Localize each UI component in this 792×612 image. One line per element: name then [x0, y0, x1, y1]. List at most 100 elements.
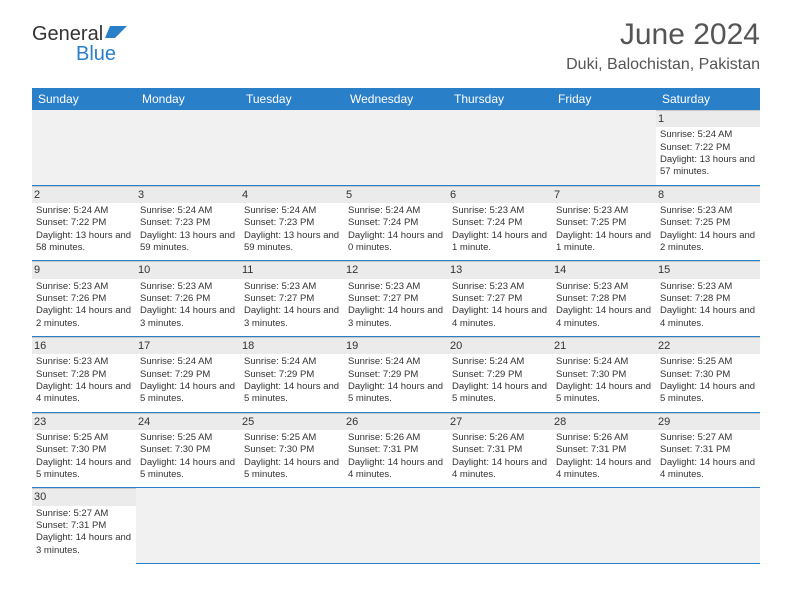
sunset-text: Sunset: 7:25 PM	[660, 217, 756, 229]
daylight-text: Daylight: 13 hours and 57 minutes.	[660, 154, 756, 179]
empty-cell	[136, 488, 240, 563]
day-number: 21	[552, 337, 656, 354]
day-cell: 25Sunrise: 5:25 AMSunset: 7:30 PMDayligh…	[240, 412, 344, 488]
day-cell: 5Sunrise: 5:24 AMSunset: 7:24 PMDaylight…	[344, 185, 448, 261]
daylight-text: Daylight: 14 hours and 5 minutes.	[556, 381, 652, 406]
sunrise-text: Sunrise: 5:23 AM	[36, 281, 132, 293]
empty-cell	[240, 110, 344, 185]
sunrise-text: Sunrise: 5:24 AM	[452, 356, 548, 368]
sunset-text: Sunset: 7:31 PM	[36, 520, 132, 532]
sunrise-text: Sunrise: 5:24 AM	[348, 205, 444, 217]
day-cell: 16Sunrise: 5:23 AMSunset: 7:28 PMDayligh…	[32, 337, 136, 413]
sunset-text: Sunset: 7:30 PM	[556, 369, 652, 381]
sunset-text: Sunset: 7:29 PM	[140, 369, 236, 381]
sunset-text: Sunset: 7:24 PM	[348, 217, 444, 229]
sunset-text: Sunset: 7:31 PM	[660, 444, 756, 456]
sunrise-text: Sunrise: 5:23 AM	[36, 356, 132, 368]
day-cell: 1Sunrise: 5:24 AMSunset: 7:22 PMDaylight…	[656, 110, 760, 185]
daylight-text: Daylight: 14 hours and 5 minutes.	[36, 457, 132, 482]
daylight-text: Daylight: 14 hours and 5 minutes.	[140, 381, 236, 406]
day-number: 3	[136, 186, 240, 203]
daylight-text: Daylight: 13 hours and 59 minutes.	[244, 230, 340, 255]
calendar-head: SundayMondayTuesdayWednesdayThursdayFrid…	[32, 88, 760, 110]
day-number: 9	[32, 261, 136, 278]
sunrise-text: Sunrise: 5:23 AM	[140, 281, 236, 293]
daylight-text: Daylight: 14 hours and 3 minutes.	[36, 532, 132, 557]
day-cell: 19Sunrise: 5:24 AMSunset: 7:29 PMDayligh…	[344, 337, 448, 413]
calendar-row: 16Sunrise: 5:23 AMSunset: 7:28 PMDayligh…	[32, 337, 760, 413]
day-number: 23	[32, 413, 136, 430]
day-number: 20	[448, 337, 552, 354]
daylight-text: Daylight: 14 hours and 2 minutes.	[36, 305, 132, 330]
weekday-header: Monday	[136, 88, 240, 110]
weekday-header: Saturday	[656, 88, 760, 110]
daylight-text: Daylight: 14 hours and 5 minutes.	[140, 457, 236, 482]
daylight-text: Daylight: 14 hours and 4 minutes.	[452, 305, 548, 330]
daylight-text: Daylight: 13 hours and 58 minutes.	[36, 230, 132, 255]
calendar-table: SundayMondayTuesdayWednesdayThursdayFrid…	[32, 88, 760, 564]
day-cell: 17Sunrise: 5:24 AMSunset: 7:29 PMDayligh…	[136, 337, 240, 413]
daylight-text: Daylight: 14 hours and 4 minutes.	[348, 457, 444, 482]
sunrise-text: Sunrise: 5:23 AM	[556, 205, 652, 217]
day-cell: 20Sunrise: 5:24 AMSunset: 7:29 PMDayligh…	[448, 337, 552, 413]
sunrise-text: Sunrise: 5:24 AM	[244, 356, 340, 368]
title-block: June 2024 Duki, Balochistan, Pakistan	[566, 18, 760, 74]
day-number: 18	[240, 337, 344, 354]
day-number: 4	[240, 186, 344, 203]
day-cell: 13Sunrise: 5:23 AMSunset: 7:27 PMDayligh…	[448, 261, 552, 337]
sunrise-text: Sunrise: 5:23 AM	[244, 281, 340, 293]
day-cell: 30Sunrise: 5:27 AMSunset: 7:31 PMDayligh…	[32, 488, 136, 563]
empty-cell	[344, 110, 448, 185]
day-number: 1	[656, 110, 760, 127]
day-cell: 3Sunrise: 5:24 AMSunset: 7:23 PMDaylight…	[136, 185, 240, 261]
sunrise-text: Sunrise: 5:25 AM	[36, 432, 132, 444]
daylight-text: Daylight: 14 hours and 1 minute.	[452, 230, 548, 255]
weekday-row: SundayMondayTuesdayWednesdayThursdayFrid…	[32, 88, 760, 110]
day-cell: 2Sunrise: 5:24 AMSunset: 7:22 PMDaylight…	[32, 185, 136, 261]
daylight-text: Daylight: 14 hours and 4 minutes.	[452, 457, 548, 482]
day-cell: 4Sunrise: 5:24 AMSunset: 7:23 PMDaylight…	[240, 185, 344, 261]
day-cell: 10Sunrise: 5:23 AMSunset: 7:26 PMDayligh…	[136, 261, 240, 337]
sunrise-text: Sunrise: 5:24 AM	[244, 205, 340, 217]
day-number: 7	[552, 186, 656, 203]
empty-cell	[240, 488, 344, 563]
calendar-row: 2Sunrise: 5:24 AMSunset: 7:22 PMDaylight…	[32, 185, 760, 261]
sunset-text: Sunset: 7:30 PM	[36, 444, 132, 456]
weekday-header: Wednesday	[344, 88, 448, 110]
sunset-text: Sunset: 7:30 PM	[140, 444, 236, 456]
day-cell: 8Sunrise: 5:23 AMSunset: 7:25 PMDaylight…	[656, 185, 760, 261]
sunrise-text: Sunrise: 5:23 AM	[660, 281, 756, 293]
location-subtitle: Duki, Balochistan, Pakistan	[566, 56, 760, 74]
daylight-text: Daylight: 14 hours and 3 minutes.	[348, 305, 444, 330]
sunset-text: Sunset: 7:30 PM	[660, 369, 756, 381]
sunset-text: Sunset: 7:31 PM	[348, 444, 444, 456]
day-cell: 27Sunrise: 5:26 AMSunset: 7:31 PMDayligh…	[448, 412, 552, 488]
sunset-text: Sunset: 7:30 PM	[244, 444, 340, 456]
day-number: 22	[656, 337, 760, 354]
sunrise-text: Sunrise: 5:24 AM	[140, 205, 236, 217]
sunset-text: Sunset: 7:25 PM	[556, 217, 652, 229]
daylight-text: Daylight: 14 hours and 4 minutes.	[36, 381, 132, 406]
day-number: 29	[656, 413, 760, 430]
sunset-text: Sunset: 7:26 PM	[36, 293, 132, 305]
logo-word-2: Blue	[32, 43, 116, 65]
daylight-text: Daylight: 14 hours and 4 minutes.	[556, 305, 652, 330]
sunrise-text: Sunrise: 5:23 AM	[452, 205, 548, 217]
day-cell: 22Sunrise: 5:25 AMSunset: 7:30 PMDayligh…	[656, 337, 760, 413]
daylight-text: Daylight: 14 hours and 5 minutes.	[452, 381, 548, 406]
sunset-text: Sunset: 7:27 PM	[244, 293, 340, 305]
sunrise-text: Sunrise: 5:24 AM	[36, 205, 132, 217]
logo: General Blue	[32, 18, 127, 64]
weekday-header: Tuesday	[240, 88, 344, 110]
sunrise-text: Sunrise: 5:24 AM	[556, 356, 652, 368]
day-cell: 18Sunrise: 5:24 AMSunset: 7:29 PMDayligh…	[240, 337, 344, 413]
day-number: 14	[552, 261, 656, 278]
daylight-text: Daylight: 14 hours and 0 minutes.	[348, 230, 444, 255]
day-number: 25	[240, 413, 344, 430]
sunrise-text: Sunrise: 5:25 AM	[660, 356, 756, 368]
daylight-text: Daylight: 13 hours and 59 minutes.	[140, 230, 236, 255]
day-cell: 7Sunrise: 5:23 AMSunset: 7:25 PMDaylight…	[552, 185, 656, 261]
sunset-text: Sunset: 7:31 PM	[556, 444, 652, 456]
page-header: General Blue June 2024 Duki, Balochistan…	[0, 0, 792, 82]
day-number: 2	[32, 186, 136, 203]
